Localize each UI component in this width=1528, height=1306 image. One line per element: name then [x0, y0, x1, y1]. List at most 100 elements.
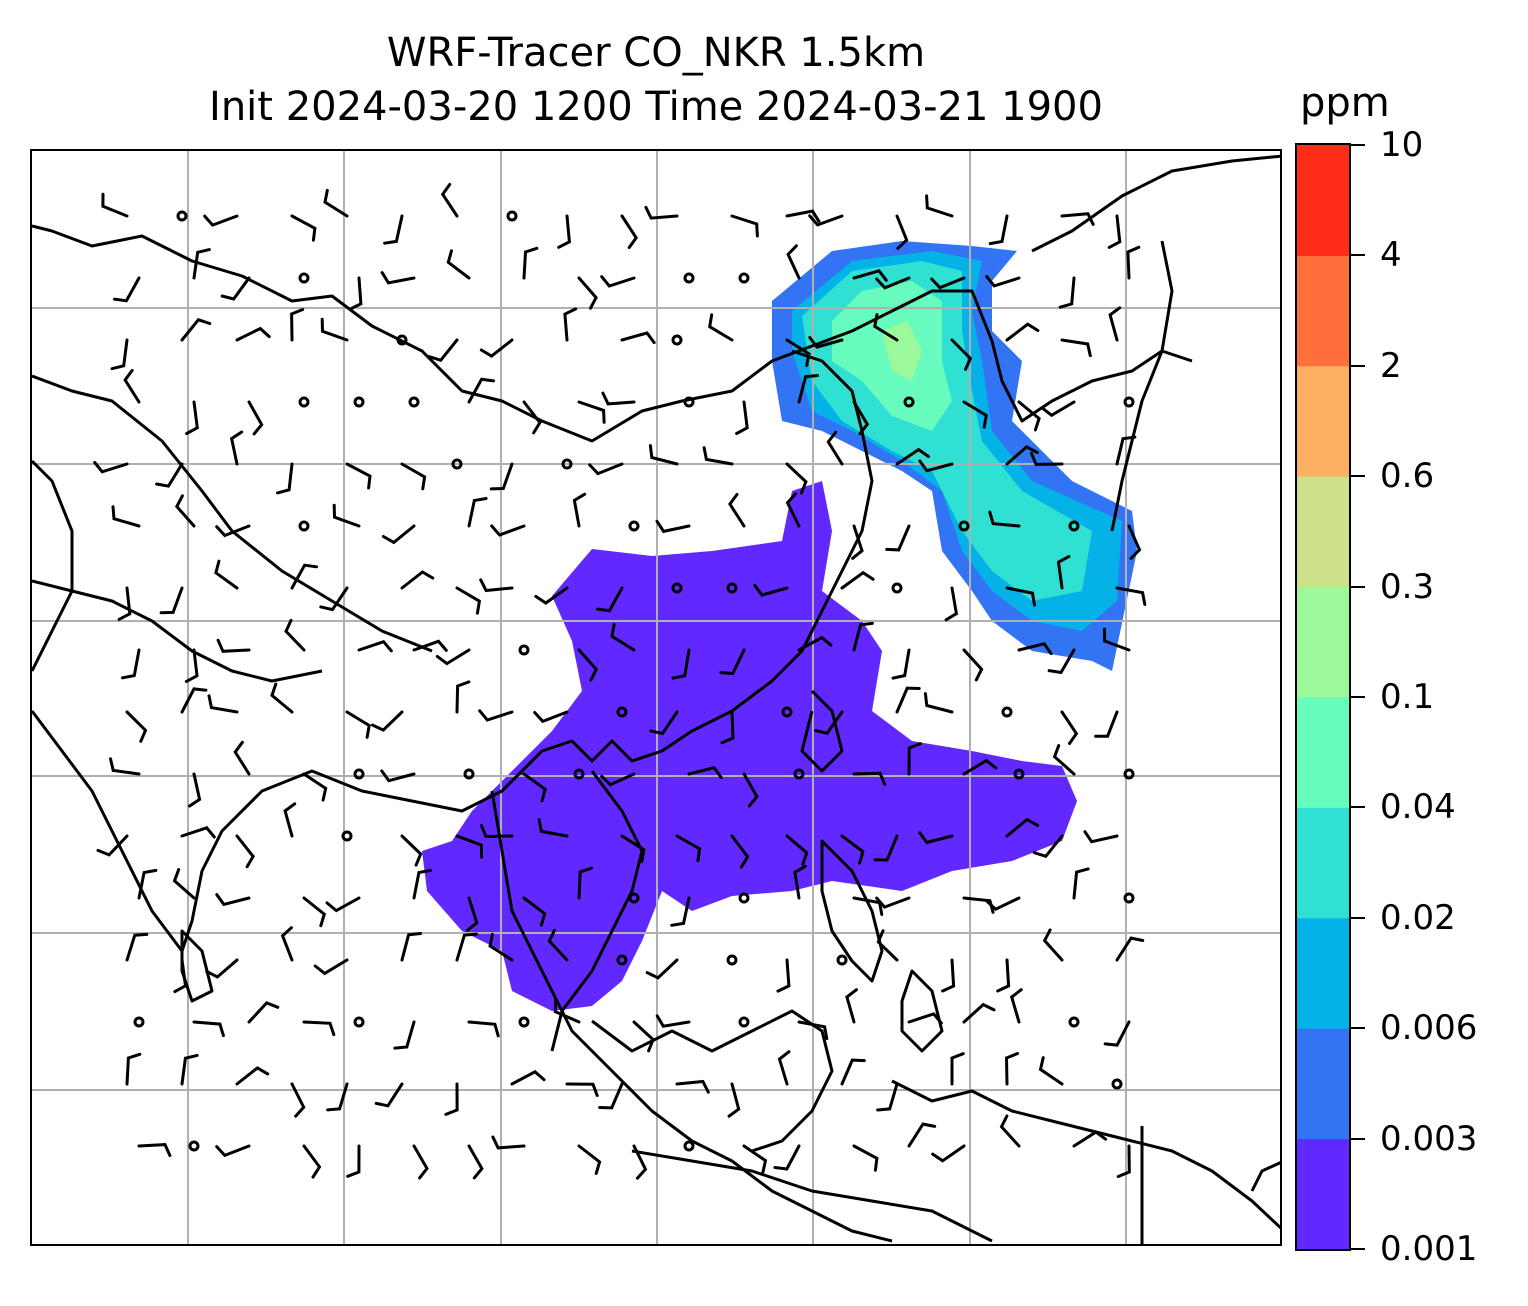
wind-barb [675, 834, 702, 863]
colorbar-unit: ppm [1300, 80, 1390, 126]
wind-barb [348, 276, 363, 311]
calm-wind-marker [518, 1016, 530, 1028]
wind-barb [467, 1144, 484, 1180]
wind-barb [357, 639, 393, 653]
wind-barb [1005, 817, 1040, 838]
wind-barb [113, 276, 141, 303]
wind-barb [1107, 214, 1122, 249]
wind-barb [180, 1053, 199, 1086]
wind-barb [184, 648, 199, 683]
colorbar-tick [1351, 916, 1365, 919]
calm-wind-marker [188, 1140, 200, 1152]
calm-wind-marker [781, 706, 793, 718]
wind-barb [207, 694, 239, 714]
wind-barb [1017, 400, 1041, 432]
wind-barb [380, 271, 416, 285]
wind-barb [777, 1050, 791, 1086]
wind-barb [101, 192, 129, 218]
wind-barb [1060, 710, 1079, 745]
calm-wind-marker [1123, 396, 1135, 408]
wind-barb [655, 519, 691, 534]
wind-barb [962, 648, 984, 682]
wind-barbs [93, 183, 1147, 1180]
wind-barb [851, 524, 864, 560]
wind-barb [988, 510, 1021, 528]
wind-barb [280, 926, 294, 962]
calm-wind-marker [628, 520, 640, 532]
wind-barb [276, 462, 294, 495]
calm-wind-marker [298, 272, 310, 284]
wind-barb [891, 648, 911, 680]
calm-wind-marker [726, 954, 738, 966]
calm-wind-marker [1068, 520, 1080, 532]
wind-barb [125, 1052, 142, 1086]
calm-wind-marker [671, 334, 683, 346]
wind-barb [649, 710, 679, 736]
wind-barb [563, 307, 578, 342]
calm-wind-marker [1123, 892, 1135, 904]
wind-barb [918, 831, 954, 845]
wind-barb [1126, 245, 1141, 280]
wind-barb [326, 1082, 349, 1112]
wind-barb [620, 214, 639, 249]
wind-barb [400, 834, 423, 867]
wind-barb [534, 586, 569, 605]
wind-barb [577, 276, 598, 310]
coastlines [32, 154, 1280, 1244]
wind-barb [840, 1058, 866, 1086]
wind-barb [1116, 1144, 1131, 1178]
calm-wind-marker [738, 892, 750, 904]
calm-wind-marker [891, 582, 903, 594]
wind-barb [93, 461, 129, 474]
wind-barb [950, 1052, 965, 1086]
wind-barb [489, 462, 514, 491]
wind-barb [1052, 744, 1076, 776]
wind-barb [671, 648, 691, 680]
wind-barb [440, 183, 459, 218]
wind-barb [137, 868, 158, 900]
wind-barb [907, 1012, 943, 1025]
wind-barb [852, 771, 887, 786]
wind-barb [444, 1082, 459, 1116]
wind-barb [577, 648, 599, 682]
calm-wind-marker [573, 768, 585, 780]
wind-barb [235, 326, 271, 342]
wind-barb [735, 400, 749, 435]
wind-barb [247, 1001, 280, 1024]
plume-south-china [422, 481, 1077, 1011]
wind-barb [895, 686, 921, 714]
colorbar-tick-label: 2 [1380, 345, 1402, 386]
wind-barb [180, 318, 212, 342]
map-canvas [32, 151, 1280, 1244]
wind-barb [1056, 554, 1071, 590]
colorbar-tick-label: 0.02 [1380, 897, 1456, 938]
wind-barb [875, 276, 911, 290]
wind-barb [1127, 524, 1142, 560]
colorbar-swatch [1297, 1138, 1349, 1249]
wind-barb [1115, 586, 1147, 606]
colorbar-tick-label: 0.001 [1380, 1229, 1478, 1269]
wind-barb [776, 958, 791, 993]
wind-barb [620, 834, 646, 864]
wind-barb [455, 586, 482, 615]
wind-barb [1040, 400, 1076, 418]
wind-barb [346, 1144, 361, 1178]
wind-barb [845, 988, 858, 1024]
wind-barb [785, 492, 801, 528]
colorbar-tick [1351, 144, 1365, 146]
wind-barb [785, 834, 809, 866]
calm-wind-marker [561, 458, 573, 470]
wind-barb [985, 275, 1021, 288]
wind-barb [742, 772, 759, 808]
wind-barb [467, 377, 495, 404]
wind-barb [216, 638, 251, 653]
wind-barb [950, 338, 973, 371]
wind-barb [533, 710, 569, 724]
wind-barb [510, 1069, 546, 1086]
wind-barb [111, 505, 141, 528]
wind-barb [742, 1144, 768, 1174]
wind-barb [466, 896, 479, 932]
calm-wind-marker [726, 582, 738, 594]
wind-barb [814, 710, 844, 735]
colorbar-tick-label: 4 [1380, 235, 1402, 276]
